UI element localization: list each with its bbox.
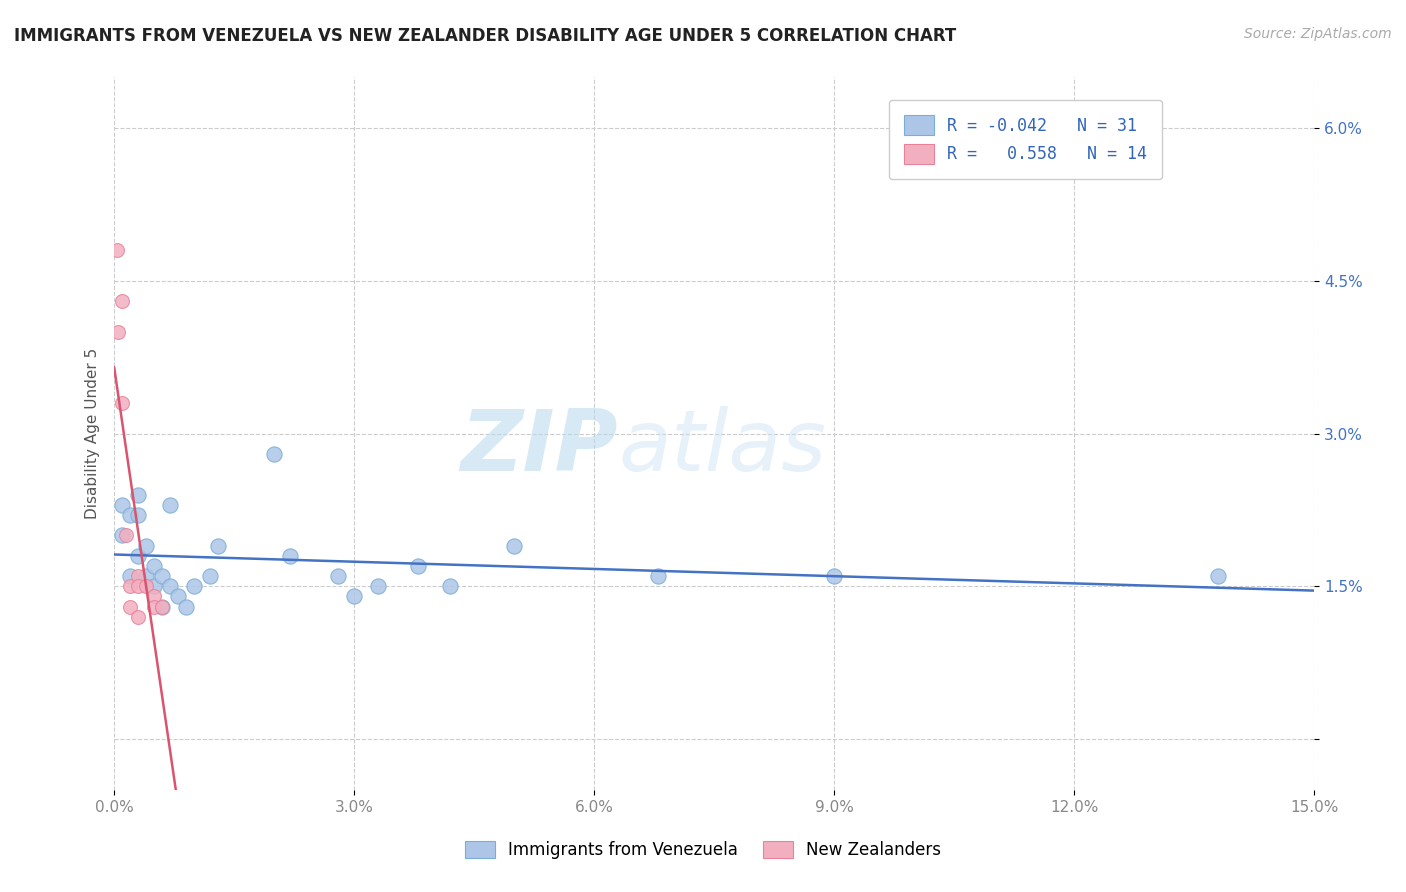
Legend: Immigrants from Venezuela, New Zealanders: Immigrants from Venezuela, New Zealander… [458,834,948,866]
Point [135,579,157,593]
Point [150,599,173,614]
Point [198,569,221,583]
Point [127,579,149,593]
Text: ZIP: ZIP [461,407,619,490]
Point [150,599,173,614]
Point [263,447,285,461]
Point [111,498,134,512]
Point [127,610,149,624]
Point [143,599,166,614]
Y-axis label: Disability Age Under 5: Disability Age Under 5 [86,348,100,519]
Point [150,569,173,583]
Point [111,528,134,542]
Point [159,579,181,593]
Point [127,549,149,563]
Text: atlas: atlas [619,407,827,490]
Point [207,539,229,553]
Point [120,569,142,583]
Point [120,599,142,614]
Point [127,488,149,502]
Point [278,549,301,563]
Point [111,396,134,410]
Point [127,508,149,522]
Point [367,579,389,593]
Point [174,599,197,614]
Point [167,590,190,604]
Point [120,508,142,522]
Point [647,569,669,583]
Point [183,579,205,593]
Point [1206,569,1229,583]
Point [328,569,350,583]
Legend: R = -0.042   N = 31, R =   0.558   N = 14: R = -0.042 N = 31, R = 0.558 N = 14 [889,100,1161,179]
Point [127,569,149,583]
Point [439,579,461,593]
Point [143,579,166,593]
Point [143,558,166,573]
Point [159,498,181,512]
Point [107,325,129,339]
Point [343,590,366,604]
Point [406,558,429,573]
Text: IMMIGRANTS FROM VENEZUELA VS NEW ZEALANDER DISABILITY AGE UNDER 5 CORRELATION CH: IMMIGRANTS FROM VENEZUELA VS NEW ZEALAND… [14,27,956,45]
Point [143,590,166,604]
Text: Source: ZipAtlas.com: Source: ZipAtlas.com [1244,27,1392,41]
Point [120,579,142,593]
Point [115,528,138,542]
Point [135,539,157,553]
Point [111,294,134,309]
Point [135,569,157,583]
Point [823,569,845,583]
Point [105,244,128,258]
Point [503,539,526,553]
